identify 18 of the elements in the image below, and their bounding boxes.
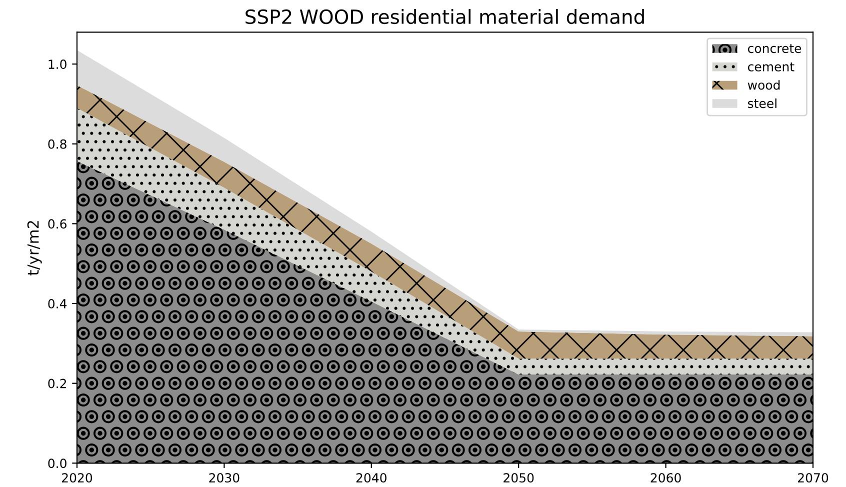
chart-title: SSP2 WOOD residential material demand <box>246 9 644 24</box>
y-tick-label: 0.4 <box>48 298 67 308</box>
legend-label: cement <box>748 62 794 72</box>
x-tick-label: 2030 <box>209 473 240 483</box>
y-tick-label: 0.0 <box>48 458 66 468</box>
x-tick-label: 2020 <box>62 473 92 483</box>
legend-label: wood <box>748 80 780 90</box>
y-axis-title: t/yr/m2 <box>27 221 42 276</box>
x-tick-label: 2070 <box>798 473 828 483</box>
y-tick-label: 1.0 <box>48 60 66 69</box>
legend-label: concrete <box>748 44 802 54</box>
legend-label: steel <box>748 98 776 108</box>
y-tick-label: 0.8 <box>48 139 66 149</box>
x-tick-label: 2050 <box>504 473 534 483</box>
y-tick-label: 0.2 <box>48 378 66 388</box>
y-tick-label: 0.6 <box>48 219 66 229</box>
x-tick-label: 2060 <box>650 473 681 483</box>
x-tick-label: 2040 <box>356 473 386 483</box>
